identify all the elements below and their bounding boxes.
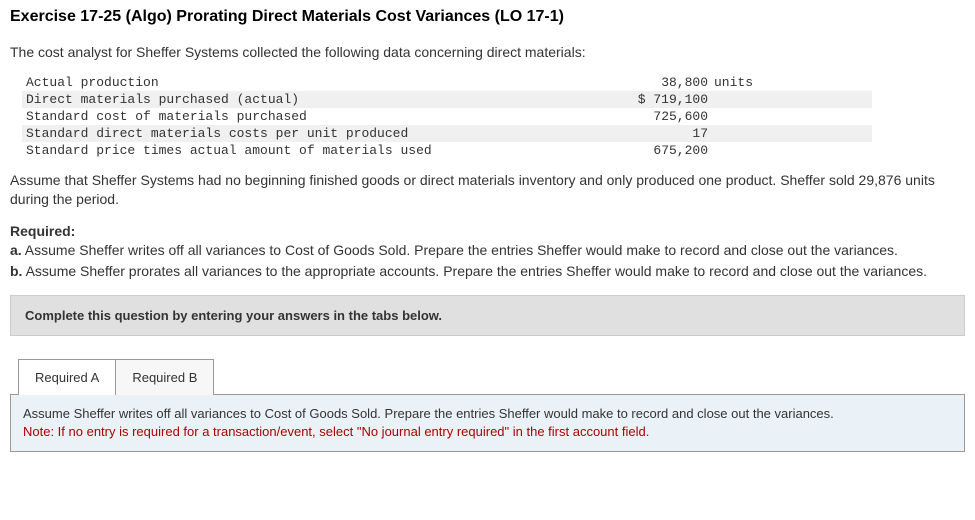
row-value: 38,800 <box>592 74 712 91</box>
row-unit <box>712 125 772 142</box>
row-label: Direct materials purchased (actual) <box>22 91 592 108</box>
data-table: Actual production 38,800 units Direct ma… <box>22 74 872 159</box>
req-a-text: Assume Sheffer writes off all variances … <box>22 242 898 258</box>
row-unit <box>712 91 772 108</box>
row-value: 17 <box>592 125 712 142</box>
tab-required-a[interactable]: Required A <box>18 359 116 395</box>
row-value: 675,200 <box>592 142 712 159</box>
row-value: $ 719,100 <box>592 91 712 108</box>
tabs: Required A Required B <box>18 358 965 394</box>
panel-note: Note: If no entry is required for a tran… <box>23 424 649 439</box>
row-label: Actual production <box>22 74 592 91</box>
tab-required-b[interactable]: Required B <box>115 359 214 395</box>
required-b: b. Assume Sheffer prorates all variances… <box>10 262 965 281</box>
req-b-letter: b. <box>10 263 22 279</box>
row-unit: units <box>712 74 772 91</box>
table-row: Actual production 38,800 units <box>22 74 872 91</box>
table-row: Standard price times actual amount of ma… <box>22 142 872 159</box>
table-row: Direct materials purchased (actual) $ 71… <box>22 91 872 108</box>
row-value: 725,600 <box>592 108 712 125</box>
instruction-bar: Complete this question by entering your … <box>10 295 965 336</box>
required-heading: Required: <box>10 223 965 239</box>
req-b-text: Assume Sheffer prorates all variances to… <box>22 263 927 279</box>
row-unit <box>712 142 772 159</box>
intro-text: The cost analyst for Sheffer Systems col… <box>10 44 965 60</box>
table-row: Standard direct materials costs per unit… <box>22 125 872 142</box>
tab-panel-required-a: Assume Sheffer writes off all variances … <box>10 394 965 452</box>
exercise-title: Exercise 17-25 (Algo) Prorating Direct M… <box>10 8 965 26</box>
row-label: Standard price times actual amount of ma… <box>22 142 592 159</box>
required-a: a. Assume Sheffer writes off all varianc… <box>10 241 965 260</box>
panel-text: Assume Sheffer writes off all variances … <box>23 406 834 421</box>
row-label: Standard direct materials costs per unit… <box>22 125 592 142</box>
row-label: Standard cost of materials purchased <box>22 108 592 125</box>
req-a-letter: a. <box>10 242 22 258</box>
row-unit <box>712 108 772 125</box>
assumption-text: Assume that Sheffer Systems had no begin… <box>10 171 965 209</box>
table-row: Standard cost of materials purchased 725… <box>22 108 872 125</box>
